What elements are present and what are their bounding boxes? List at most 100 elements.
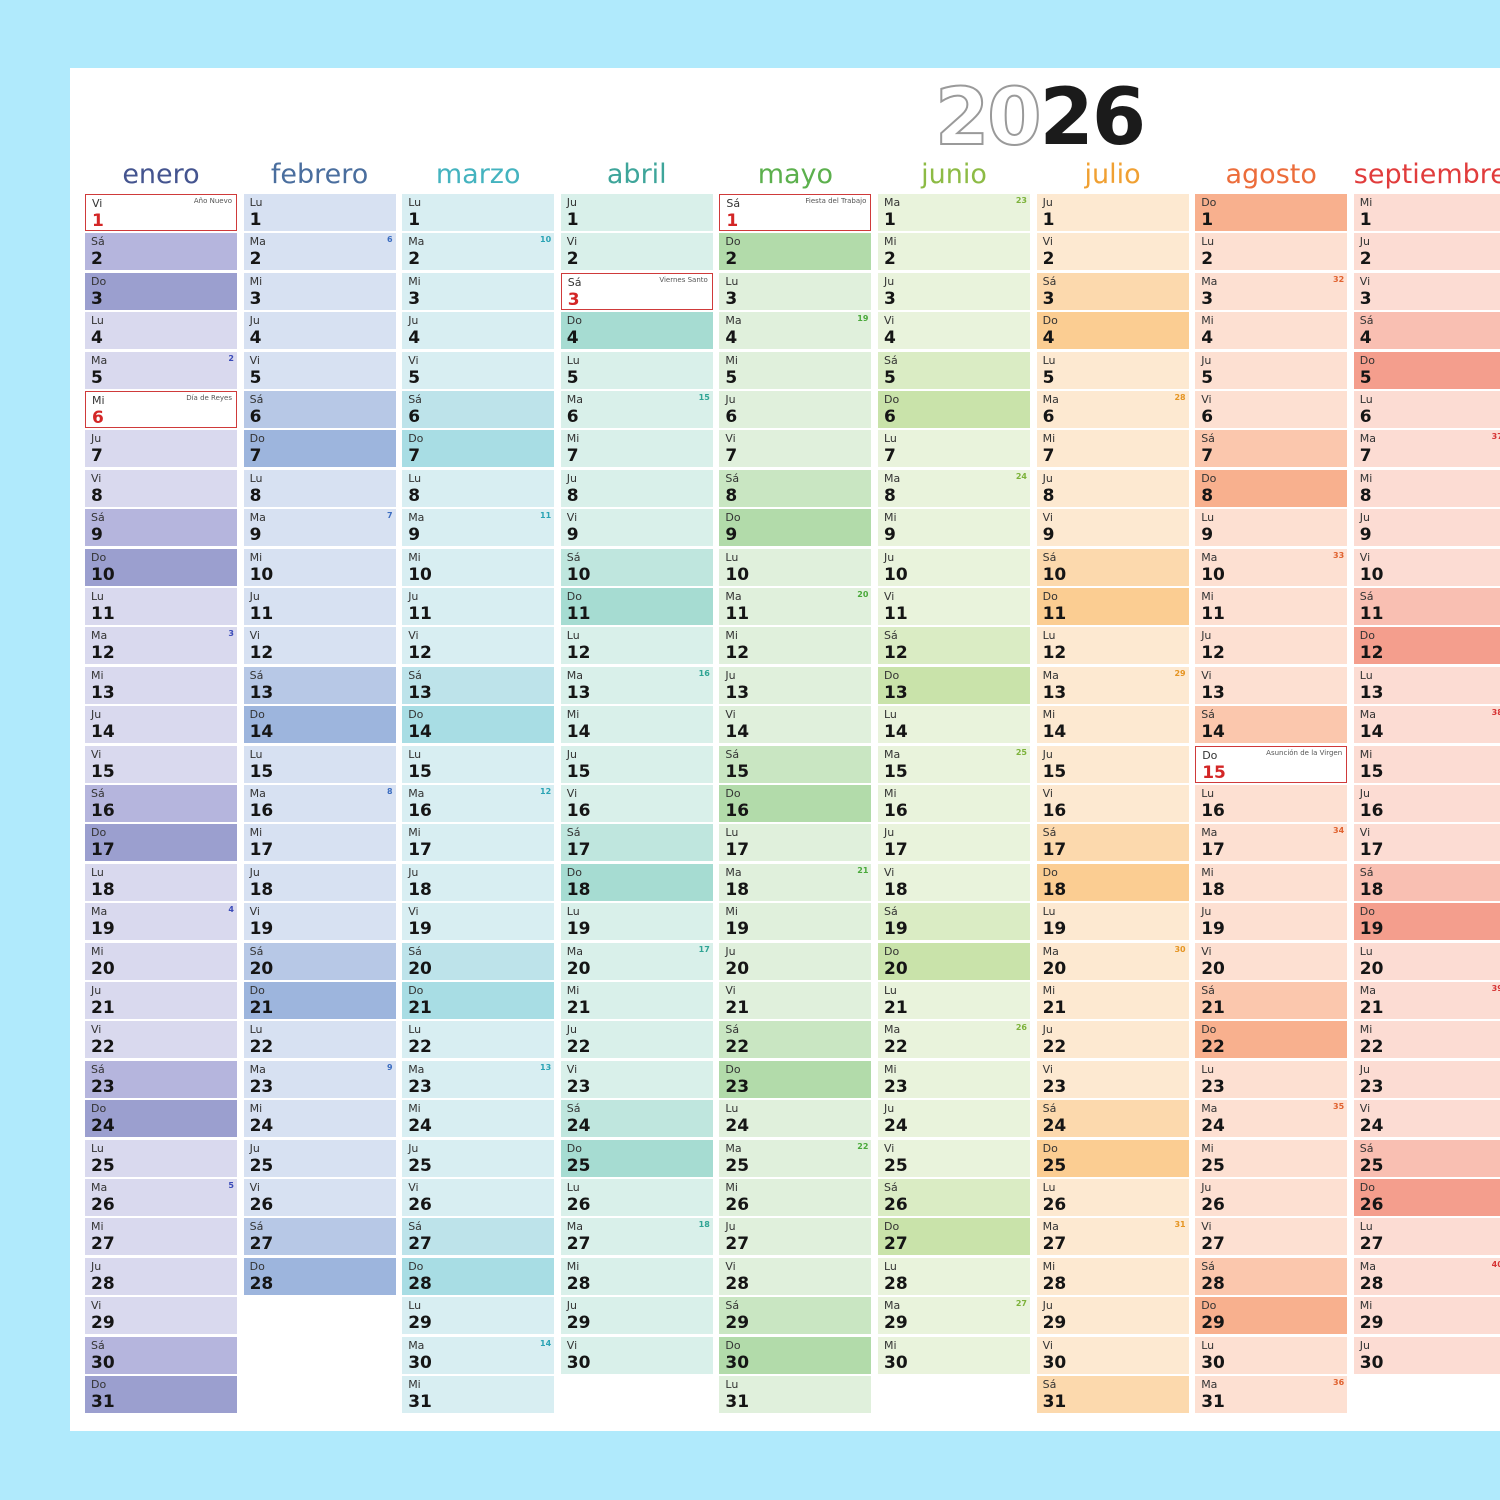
weekday-label: Ju bbox=[884, 826, 895, 840]
calendar-sheet: 2026 enero Vi 1 Año Nuevo Sá 2 Do 3 Lu 4 Ma 5 2 Mi 6 Dí… bbox=[70, 68, 1500, 1431]
weekday-label: Do bbox=[1042, 590, 1058, 603]
day-number: 11 bbox=[566, 604, 591, 624]
weekday-label: Vi bbox=[566, 1338, 578, 1352]
day-cell: Sá 26 bbox=[878, 1179, 1030, 1216]
weekday-label: Lu bbox=[884, 708, 897, 722]
day-cell: Ma 19 4 bbox=[85, 903, 237, 941]
day-number: 6 bbox=[1359, 407, 1372, 427]
weekday-label: Ju bbox=[1201, 629, 1212, 643]
weekday-label: Ju bbox=[1359, 235, 1371, 249]
weekday-label: Do bbox=[1042, 1141, 1058, 1155]
weekday-label: Ma bbox=[408, 235, 425, 249]
day-number: 10 bbox=[884, 564, 908, 585]
weekday-label: Ju bbox=[1201, 1181, 1212, 1194]
weekday-label: Lu bbox=[1042, 353, 1056, 367]
day-cell: Vi 25 bbox=[878, 1139, 1030, 1177]
weekday-label: Ju bbox=[91, 1259, 102, 1273]
day-cell: Ju 8 bbox=[1036, 469, 1189, 507]
weekday-label: Ma bbox=[408, 787, 425, 800]
day-number: 2 bbox=[725, 249, 738, 270]
weekday-label: Lu bbox=[91, 1141, 104, 1155]
day-cell: Ju 25 bbox=[402, 1139, 555, 1177]
day-cell: Vi 5 bbox=[243, 351, 396, 389]
day-cell: Ma 31 36 bbox=[1195, 1376, 1348, 1413]
weekday-label: Vi bbox=[408, 905, 419, 919]
day-number: 1 bbox=[726, 211, 739, 231]
day-number: 11 bbox=[1042, 604, 1067, 624]
day-cell: Sá 19 bbox=[878, 903, 1030, 941]
day-number: 7 bbox=[91, 446, 103, 467]
day-cell: Mi 21 bbox=[1036, 982, 1189, 1019]
day-cell: Lu 25 bbox=[85, 1139, 237, 1177]
year-title-outline: 20 bbox=[934, 73, 1043, 163]
weekday-label: Vi bbox=[1042, 787, 1053, 800]
day-cell: Lu 8 bbox=[243, 469, 396, 507]
weekday-label: Ju bbox=[1359, 511, 1371, 525]
weekday-label: Lu bbox=[1201, 1062, 1215, 1076]
day-cell: Ma 23 13 bbox=[402, 1060, 555, 1098]
day-number: 24 bbox=[249, 1116, 274, 1137]
day-number: 8 bbox=[249, 485, 262, 506]
day-number: 3 bbox=[91, 288, 103, 309]
weekday-label: Do bbox=[408, 432, 424, 446]
day-cell: Ju 3 bbox=[878, 272, 1030, 310]
day-cell: Mi 28 bbox=[560, 1257, 713, 1295]
day-number: 27 bbox=[1359, 1234, 1384, 1255]
weekday-label: Vi bbox=[566, 1062, 578, 1076]
day-cell: Lu 12 bbox=[560, 627, 713, 665]
day-number: 3 bbox=[408, 288, 421, 309]
day-cell: Lu 19 bbox=[560, 903, 713, 941]
weekday-label: Do bbox=[91, 1102, 107, 1116]
weekday-label: Do bbox=[249, 432, 265, 446]
day-cell: Mi 17 bbox=[243, 824, 396, 862]
day-cell: Sá 27 bbox=[243, 1218, 396, 1256]
day-number: 14 bbox=[249, 722, 274, 743]
day-number: 12 bbox=[1359, 643, 1384, 664]
day-cell: Lu 26 bbox=[1036, 1179, 1189, 1216]
weekday-label: Ju bbox=[884, 274, 895, 288]
week-number: 39 bbox=[1491, 984, 1500, 993]
day-number: 17 bbox=[249, 840, 274, 861]
weekday-label: Sá bbox=[91, 1062, 105, 1076]
day-cell: Ma7 37 bbox=[1353, 430, 1500, 468]
day-cell: Mi 19 bbox=[719, 903, 872, 941]
day-number: 19 bbox=[1201, 919, 1225, 940]
day-cell: Do 8 bbox=[1195, 469, 1348, 507]
weekday-label: Ju bbox=[884, 1102, 895, 1116]
day-cell: Ma 16 8 bbox=[243, 785, 396, 822]
day-cell: Vi 24 bbox=[1353, 1100, 1500, 1138]
day-number: 28 bbox=[1201, 1273, 1225, 1294]
week-number: 29 bbox=[1174, 668, 1186, 678]
week-number: 30 bbox=[1174, 944, 1186, 954]
day-cell: Do 25 bbox=[560, 1139, 713, 1177]
day-cell: Vi 12 bbox=[402, 627, 555, 665]
day-number: 1 bbox=[1042, 210, 1055, 230]
weekday-label: Ju bbox=[884, 550, 895, 564]
day-number: 2 bbox=[249, 249, 262, 270]
week-number: 10 bbox=[540, 235, 552, 245]
day-cell: Vi 17 bbox=[1353, 824, 1500, 862]
weekday-label: Mi bbox=[1201, 590, 1214, 603]
day-number: 16 bbox=[1359, 801, 1384, 821]
weekday-label: Ma bbox=[884, 1299, 901, 1313]
day-cell: Mi 25 bbox=[1195, 1139, 1348, 1177]
day-number: 10 bbox=[249, 564, 274, 585]
day-number: 28 bbox=[725, 1273, 750, 1294]
weekday-label: Lu bbox=[1201, 235, 1215, 249]
day-number: 25 bbox=[1201, 1155, 1225, 1176]
day-number: 7 bbox=[249, 446, 262, 467]
day-cell: Ju 2 bbox=[1353, 233, 1500, 271]
day-number: 4 bbox=[566, 328, 579, 349]
day-number: 27 bbox=[884, 1234, 908, 1255]
day-number: 23 bbox=[1201, 1076, 1225, 1097]
day-number: 19 bbox=[884, 919, 908, 940]
day-number: 1 bbox=[1359, 210, 1372, 230]
day-number: 27 bbox=[408, 1234, 432, 1255]
day-number: 26 bbox=[1359, 1195, 1384, 1215]
day-cell: Lu 12 bbox=[1036, 627, 1189, 665]
weekday-label: Sá bbox=[408, 1220, 422, 1234]
day-cell: Ma 27 31 bbox=[1036, 1218, 1189, 1256]
day-cell: Sá 3 bbox=[1036, 272, 1189, 310]
weekday-label: Sá bbox=[1201, 708, 1215, 722]
